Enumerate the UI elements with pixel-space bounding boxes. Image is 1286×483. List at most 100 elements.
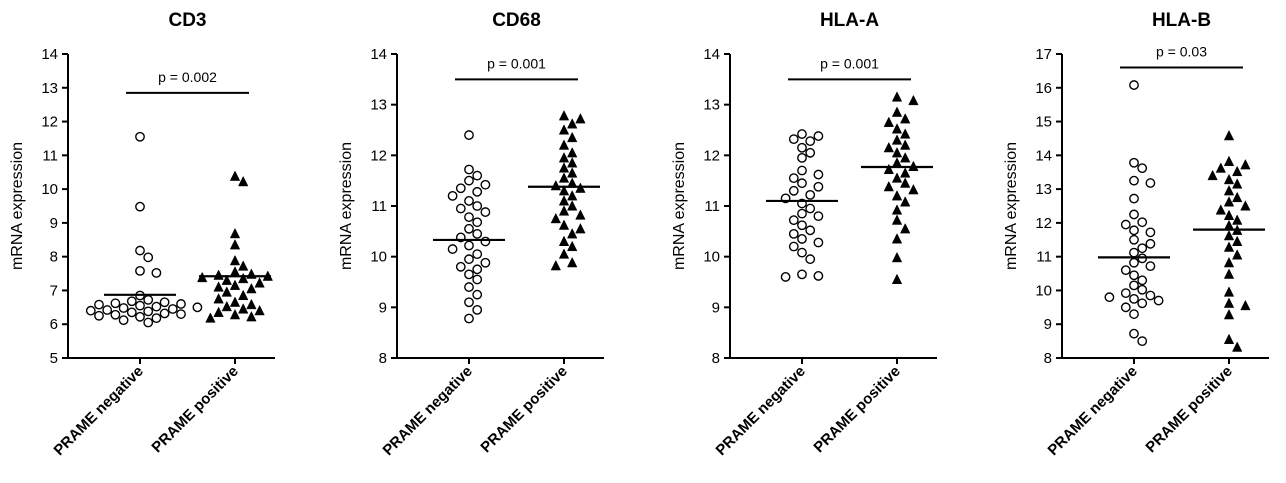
y-tick-label: 8 (1044, 350, 1052, 367)
data-point-triangle (900, 223, 911, 234)
y-tick-label: 9 (712, 299, 720, 316)
y-axis-label: mRNA expression (1003, 142, 1020, 270)
data-point-circle (472, 170, 483, 181)
data-point-circle (813, 169, 824, 180)
data-point-circle (472, 249, 483, 260)
data-point-triangle (1232, 178, 1243, 189)
chart-title: CD3 (168, 10, 206, 31)
data-point-triangle (229, 239, 241, 250)
data-point-triangle (883, 141, 894, 153)
data-point-triangle (1223, 333, 1235, 344)
data-point-circle (1145, 178, 1156, 188)
y-tick-label: 10 (1035, 282, 1052, 299)
data-point-triangle (221, 286, 232, 297)
data-point-circle (102, 305, 113, 315)
data-point-circle (480, 236, 491, 247)
data-point-circle (805, 225, 816, 236)
data-point-triangle (891, 214, 903, 225)
x-category-label-prame-negative: PRAME negative (1045, 363, 1141, 459)
data-point-circle (472, 217, 483, 228)
data-point-circle (176, 299, 186, 309)
data-point-circle (1129, 280, 1139, 291)
y-tick-label: 16 (1035, 80, 1052, 97)
data-point-triangle (575, 209, 586, 220)
data-point-circle (805, 189, 816, 200)
data-point-triangle (891, 123, 903, 134)
data-point-circle (455, 261, 466, 272)
data-point-triangle (1240, 299, 1251, 311)
data-point-circle (1120, 302, 1131, 313)
data-point-triangle (238, 289, 249, 301)
data-point-triangle (1207, 169, 1218, 181)
data-point-triangle (229, 254, 241, 266)
data-point-circle (813, 237, 824, 248)
data-point-triangle (567, 118, 578, 129)
y-tick-label: 10 (703, 249, 720, 266)
data-point-circle (480, 207, 491, 217)
data-point-triangle (575, 223, 586, 234)
data-point-triangle (891, 251, 903, 263)
data-point-circle (472, 264, 483, 275)
data-point-circle (464, 130, 474, 140)
y-tick-label: 12 (41, 114, 58, 131)
data-point-circle (110, 298, 121, 309)
data-point-circle (1129, 328, 1139, 339)
data-point-triangle (1223, 256, 1235, 268)
data-point-triangle (567, 131, 578, 143)
data-point-circle (176, 309, 186, 319)
data-point-triangle (900, 139, 911, 150)
data-point-circle (797, 234, 807, 244)
data-point-triangle (558, 110, 570, 121)
data-point-circle (135, 131, 145, 142)
data-point-circle (780, 272, 791, 282)
data-point-circle (797, 208, 807, 219)
data-point-circle (464, 297, 474, 308)
data-point-circle (805, 147, 816, 158)
y-tick-label: 10 (370, 249, 387, 266)
data-point-triangle (1223, 209, 1235, 220)
data-point-circle (788, 241, 799, 252)
data-point-triangle (891, 91, 903, 102)
y-tick-label: 13 (41, 80, 58, 97)
data-point-circle (1129, 234, 1139, 245)
data-point-circle (94, 299, 104, 310)
data-point-triangle (883, 163, 894, 175)
data-point-triangle (213, 281, 224, 292)
data-point-triangle (246, 311, 257, 322)
data-point-triangle (1232, 249, 1243, 260)
data-point-circle (472, 274, 483, 285)
data-point-circle (126, 307, 137, 318)
y-tick-label: 8 (712, 350, 720, 367)
data-point-circle (1129, 157, 1139, 168)
data-point-circle (464, 313, 474, 324)
data-point-triangle (229, 279, 241, 290)
data-point-triangle (1223, 241, 1235, 252)
data-point-circle (455, 203, 466, 214)
y-tick-label: 5 (50, 350, 58, 367)
y-tick-label: 8 (50, 249, 58, 266)
y-tick-label: 10 (41, 181, 58, 198)
data-point-circle (797, 152, 807, 163)
data-point-circle (813, 181, 824, 192)
data-point-circle (797, 129, 807, 139)
data-point-triangle (891, 172, 903, 183)
data-point-triangle (891, 157, 903, 168)
data-point-circle (143, 252, 154, 263)
data-point-circle (472, 186, 483, 197)
data-point-circle (135, 201, 145, 212)
data-point-triangle (213, 293, 224, 304)
data-point-circle (1145, 290, 1156, 301)
data-point-circle (1104, 292, 1115, 303)
data-point-circle (151, 267, 162, 278)
data-point-triangle (1232, 341, 1243, 352)
data-point-triangle (891, 147, 903, 158)
x-category-label-prame-negative: PRAME negative (51, 363, 147, 459)
p-value-label: p = 0.001 (820, 55, 879, 71)
data-point-triangle (229, 227, 241, 239)
data-point-circle (797, 269, 807, 280)
data-point-triangle (550, 260, 561, 271)
chart-title: HLA-B (1152, 10, 1211, 31)
data-point-circle (472, 304, 483, 315)
y-tick-label: 8 (379, 350, 387, 367)
